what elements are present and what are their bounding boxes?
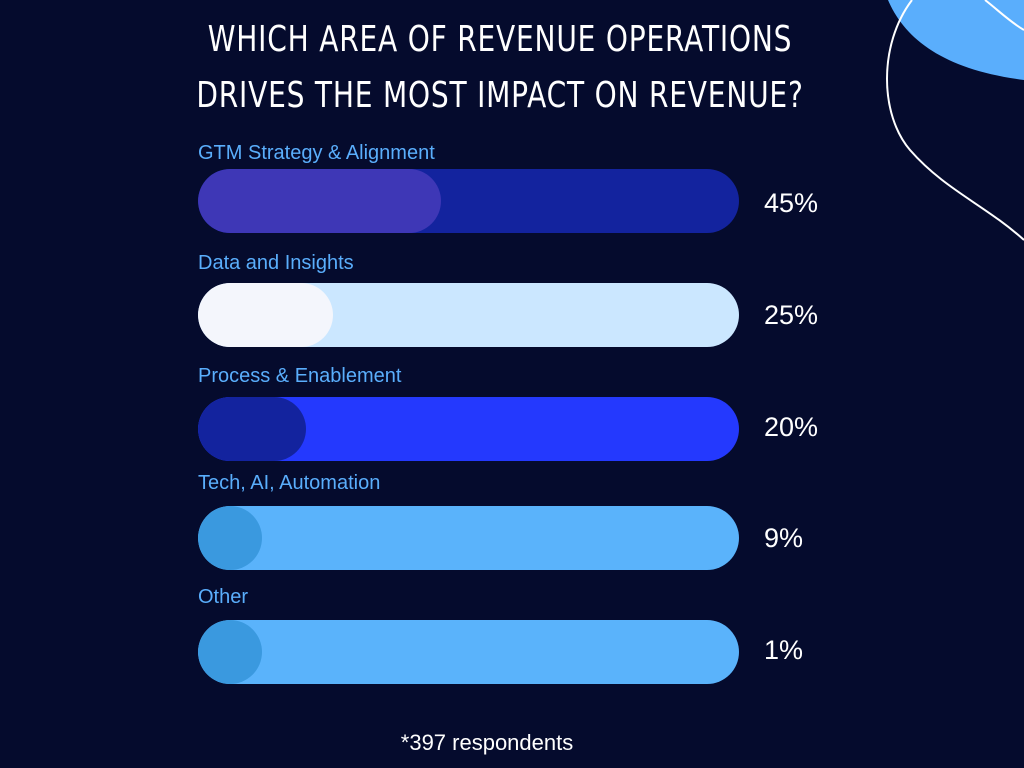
bar-fill [198, 169, 442, 233]
bar-value-label: 45% [764, 188, 819, 218]
bar-label: Process & Enablement [198, 365, 402, 387]
bar-value-label: 25% [764, 300, 819, 330]
bar-fill [198, 397, 307, 461]
chart-title-line-2: DRIVES THE MOST IMPACT ON REVENUE? [196, 75, 804, 116]
decorative-curve-upper [984, 0, 1024, 31]
bar-track [198, 169, 739, 233]
chart-title: WHICH AREA OF REVENUE OPERATIONS DRIVES … [110, 12, 890, 124]
bar-fill [198, 506, 262, 570]
chart-title-line-1: WHICH AREA OF REVENUE OPERATIONS [207, 19, 793, 60]
bar-track [198, 620, 739, 684]
bar-fill [198, 620, 262, 684]
bar-label: GTM Strategy & Alignment [198, 142, 435, 164]
bar-value-label: 9% [764, 523, 804, 553]
decorative-blob [888, 0, 1024, 80]
bar-label: Tech, AI, Automation [198, 472, 381, 494]
bar-label: Data and Insights [198, 252, 354, 274]
bar-track [198, 397, 739, 461]
decorative-curve [886, 0, 1024, 241]
bar-value-label: 1% [764, 635, 804, 665]
bar-fill [198, 283, 334, 347]
respondents-note: *397 respondents [400, 730, 574, 755]
bar-track [198, 506, 739, 570]
bar-track [198, 283, 739, 347]
bar-value-label: 20% [764, 412, 819, 442]
bar-label: Other [198, 586, 249, 608]
